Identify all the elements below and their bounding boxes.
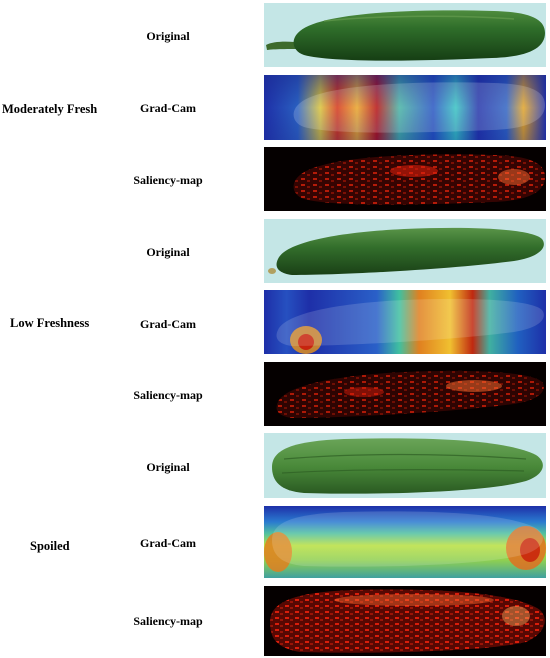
- saliency-map: [264, 147, 546, 211]
- row-label-original: Original: [146, 245, 190, 259]
- row-label-saliency-map: Saliency-map: [133, 614, 203, 628]
- group-label-spoiled: Spoiled: [30, 539, 70, 553]
- row-label-grad-cam: Grad-Cam: [140, 536, 196, 550]
- row-label-grad-cam: Grad-Cam: [140, 101, 196, 115]
- row-label-original: Original: [146, 460, 190, 474]
- row-label-saliency-map: Saliency-map: [133, 173, 203, 187]
- row-label-grad-cam: Grad-Cam: [140, 317, 196, 331]
- row-label-original: Original: [146, 29, 190, 43]
- group-label-moderately-fresh: Moderately Fresh: [2, 102, 98, 116]
- row-label-saliency-map: Saliency-map: [133, 388, 203, 402]
- gradcam-heatmap: [264, 506, 546, 578]
- original-photo: [264, 219, 546, 283]
- gradcam-heatmap: [264, 290, 546, 354]
- saliency-map: [264, 586, 546, 656]
- original-photo: [264, 433, 546, 498]
- group-label-low-freshness: Low Freshness: [10, 316, 90, 330]
- original-photo: [264, 3, 546, 67]
- saliency-map: [264, 362, 546, 426]
- gradcam-heatmap: [264, 75, 546, 140]
